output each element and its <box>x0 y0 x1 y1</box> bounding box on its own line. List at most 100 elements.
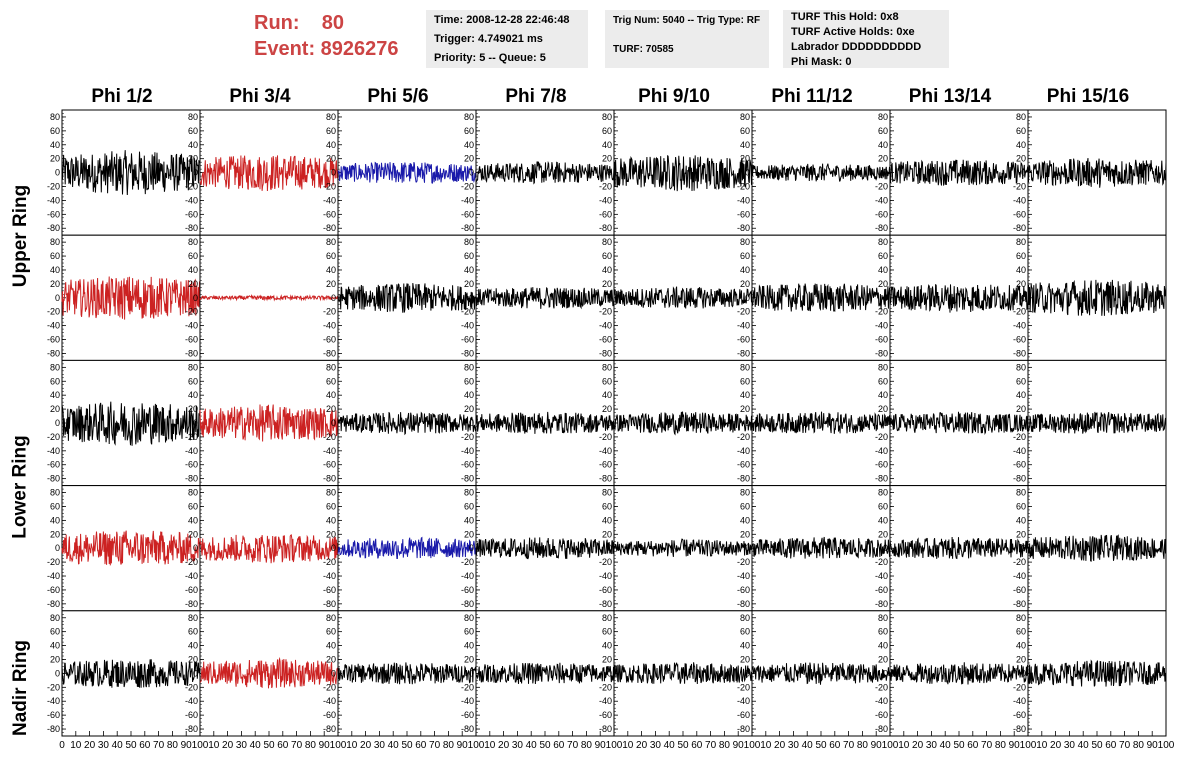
y-tick-label: 60 <box>878 126 888 136</box>
waveform-trace <box>1027 158 1167 188</box>
y-tick-label: -20 <box>599 557 612 567</box>
y-tick-label: 20 <box>464 404 474 414</box>
y-tick-label: -40 <box>47 321 60 331</box>
y-tick-label: 80 <box>188 112 198 122</box>
y-tick-label: 40 <box>602 265 612 275</box>
x-tick-label: 20 <box>636 740 648 751</box>
y-tick-label: -60 <box>737 335 750 345</box>
x-tick-label: 70 <box>567 740 579 751</box>
waveform-trace <box>337 536 477 559</box>
y-tick-label: 60 <box>464 126 474 136</box>
y-tick-label: 0 <box>55 293 60 303</box>
waveform-panel: -80 -60 -40 -20 0 20 40 60 80 <box>737 234 891 361</box>
y-tick-label: -60 <box>599 209 612 219</box>
y-tick-label: -60 <box>461 209 474 219</box>
waveform-trace <box>613 155 753 192</box>
x-tick-label: 40 <box>526 740 538 751</box>
column-header-phi-7-8: Phi 7/8 <box>505 86 567 107</box>
y-tick-label: -60 <box>599 710 612 720</box>
y-tick-label: 60 <box>602 376 612 386</box>
x-tick-label: 10 <box>484 740 496 751</box>
column-header-phi-9-10: Phi 9/10 <box>638 86 710 107</box>
waveform-trace <box>337 283 477 313</box>
y-tick-label: -40 <box>1013 571 1026 581</box>
y-tick-label: -80 <box>185 348 198 358</box>
turf-num-text: TURF: 70585 <box>613 44 674 55</box>
y-tick-label: -40 <box>47 446 60 456</box>
y-tick-label: 20 <box>602 404 612 414</box>
y-tick-label: -40 <box>1013 321 1026 331</box>
y-tick-label: -60 <box>1013 209 1026 219</box>
x-tick-label: 80 <box>581 740 593 751</box>
y-tick-label: 20 <box>740 529 750 539</box>
y-tick-label: 0 <box>469 168 474 178</box>
phi-mask-text: Phi Mask: 0 <box>791 56 852 68</box>
y-tick-label: -80 <box>323 348 336 358</box>
y-tick-label: 20 <box>1016 279 1026 289</box>
trig-info-box: Trig Num: 5040 -- Trig Type: RF TURF: 70… <box>605 10 769 68</box>
y-tick-label: -40 <box>875 195 888 205</box>
waveform-panel: -80 -60 -40 -20 0 20 40 60 80 <box>323 234 477 361</box>
x-tick-label: 80 <box>857 740 869 751</box>
y-tick-label: -60 <box>875 335 888 345</box>
y-tick-label: -20 <box>737 307 750 317</box>
y-tick-label: 20 <box>464 529 474 539</box>
priority-text: Priority: 5 -- Queue: 5 <box>434 52 546 64</box>
y-tick-label: -40 <box>185 321 198 331</box>
x-tick-label: 60 <box>553 740 565 751</box>
waveform-panel: -80 -60 -40 -20 0 20 40 60 80 <box>875 109 1029 236</box>
y-tick-label: 20 <box>1016 529 1026 539</box>
y-tick-label: 40 <box>50 515 60 525</box>
y-tick-label: -60 <box>323 335 336 345</box>
x-tick-label: 30 <box>788 740 800 751</box>
y-tick-label: 40 <box>188 515 198 525</box>
x-tick-label: 20 <box>222 740 234 751</box>
column-header-phi-1-2: Phi 1/2 <box>91 86 153 107</box>
waveform-panel: -80 -60 -40 -20 0 20 40 60 80 <box>599 485 753 612</box>
y-tick-label: -40 <box>1013 696 1026 706</box>
x-tick-label: 50 <box>539 740 551 751</box>
x-tick-label: 70 <box>705 740 717 751</box>
x-tick-label: 30 <box>650 740 662 751</box>
y-tick-label: 80 <box>188 362 198 372</box>
waveform-panel: -80 -60 -40 -20 0 20 40 60 80 <box>599 234 753 361</box>
waveform-trace <box>475 411 615 434</box>
y-tick-label: -60 <box>875 209 888 219</box>
y-tick-label: -80 <box>323 599 336 609</box>
y-tick-label: 20 <box>188 279 198 289</box>
y-tick-label: 80 <box>464 488 474 498</box>
y-tick-label: 40 <box>602 641 612 651</box>
y-tick-label: 80 <box>326 488 336 498</box>
y-tick-label: -60 <box>875 460 888 470</box>
x-tick-label: 20 <box>360 740 372 751</box>
y-tick-label: 40 <box>50 390 60 400</box>
y-tick-label: 60 <box>602 501 612 511</box>
y-tick-label: 20 <box>740 154 750 164</box>
y-tick-label: 80 <box>50 237 60 247</box>
y-tick-label: 80 <box>740 362 750 372</box>
y-tick-label: 60 <box>878 376 888 386</box>
y-tick-label: -20 <box>737 557 750 567</box>
y-tick-label: 40 <box>878 140 888 150</box>
y-tick-label: 80 <box>464 237 474 247</box>
x-tick-label: 10 <box>208 740 220 751</box>
y-tick-label: 0 <box>745 293 750 303</box>
y-tick-label: -80 <box>461 599 474 609</box>
y-tick-label: 80 <box>602 237 612 247</box>
x-tick-label: 50 <box>125 740 137 751</box>
y-tick-label: -80 <box>737 599 750 609</box>
y-tick-label: 0 <box>745 418 750 428</box>
y-tick-label: 40 <box>50 265 60 275</box>
y-tick-label: 80 <box>50 112 60 122</box>
y-tick-label: -40 <box>875 696 888 706</box>
x-tick-label: 90 <box>319 740 331 751</box>
y-tick-label: 40 <box>50 140 60 150</box>
y-tick-label: 0 <box>607 168 612 178</box>
y-tick-label: 20 <box>878 404 888 414</box>
column-header-phi-13-14: Phi 13/14 <box>908 86 992 107</box>
y-tick-label: -80 <box>461 223 474 233</box>
y-tick-label: -40 <box>737 571 750 581</box>
y-tick-label: 0 <box>745 543 750 553</box>
waveform-trace <box>199 534 339 564</box>
waveform-trace <box>199 294 339 302</box>
